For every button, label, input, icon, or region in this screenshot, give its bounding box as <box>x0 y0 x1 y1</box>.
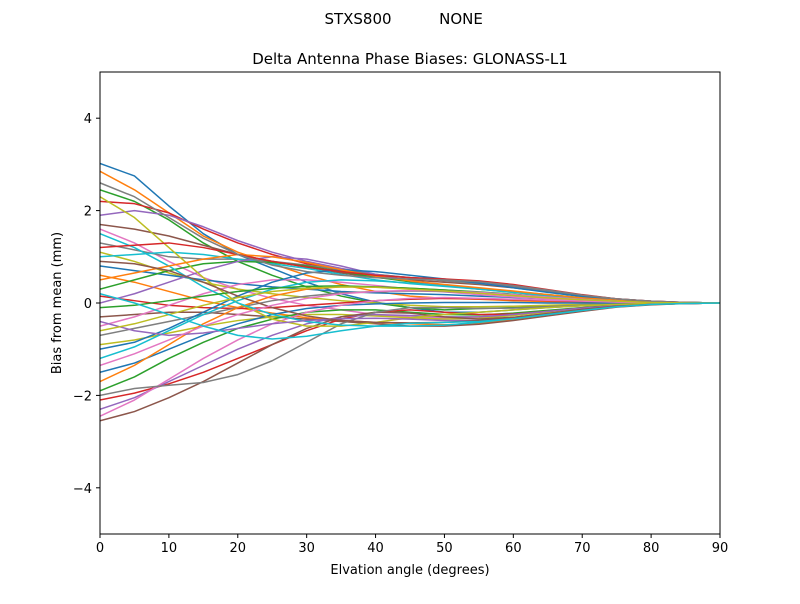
x-tick-label: 40 <box>367 541 384 556</box>
x-tick-label: 30 <box>298 541 315 556</box>
suptitle-radome: NONE <box>439 10 483 28</box>
series-line-s21 <box>100 301 720 374</box>
x-axis-ticks: 0 10 20 30 40 50 60 70 80 90 <box>96 534 728 556</box>
x-tick-label: 70 <box>574 541 591 556</box>
y-tick-label: 0 <box>84 297 92 312</box>
series-layer <box>100 162 720 422</box>
series-line-s29 <box>100 196 720 327</box>
series-line-s32 <box>100 253 720 304</box>
suptitle-station: STXS800 <box>324 10 391 28</box>
y-tick-label: 2 <box>84 205 92 220</box>
x-axis-label: Elvation angle (degrees) <box>330 563 489 578</box>
x-tick-label: 0 <box>96 541 104 556</box>
series-line-s39 <box>100 286 720 332</box>
x-tick-label: 10 <box>161 541 178 556</box>
series-line-s3 <box>100 189 720 311</box>
y-axis-label: Bias from mean (mm) <box>50 232 65 374</box>
y-tick-label: −2 <box>73 389 92 404</box>
y-tick-label: 4 <box>84 112 92 127</box>
x-tick-label: 90 <box>712 541 729 556</box>
series-line-s38 <box>100 182 720 304</box>
x-tick-label: 80 <box>643 541 660 556</box>
x-tick-label: 60 <box>505 541 522 556</box>
x-tick-label: 50 <box>436 541 453 556</box>
y-axis-ticks: −4 −2 0 2 4 <box>73 112 100 497</box>
series-line-s27 <box>100 296 720 417</box>
series-line-s26 <box>100 302 720 422</box>
y-tick-label: −4 <box>73 482 92 497</box>
chart-title: Delta Antenna Phase Biases: GLONASS-L1 <box>252 50 568 68</box>
series-line-s40 <box>100 293 720 340</box>
x-tick-label: 20 <box>230 541 247 556</box>
